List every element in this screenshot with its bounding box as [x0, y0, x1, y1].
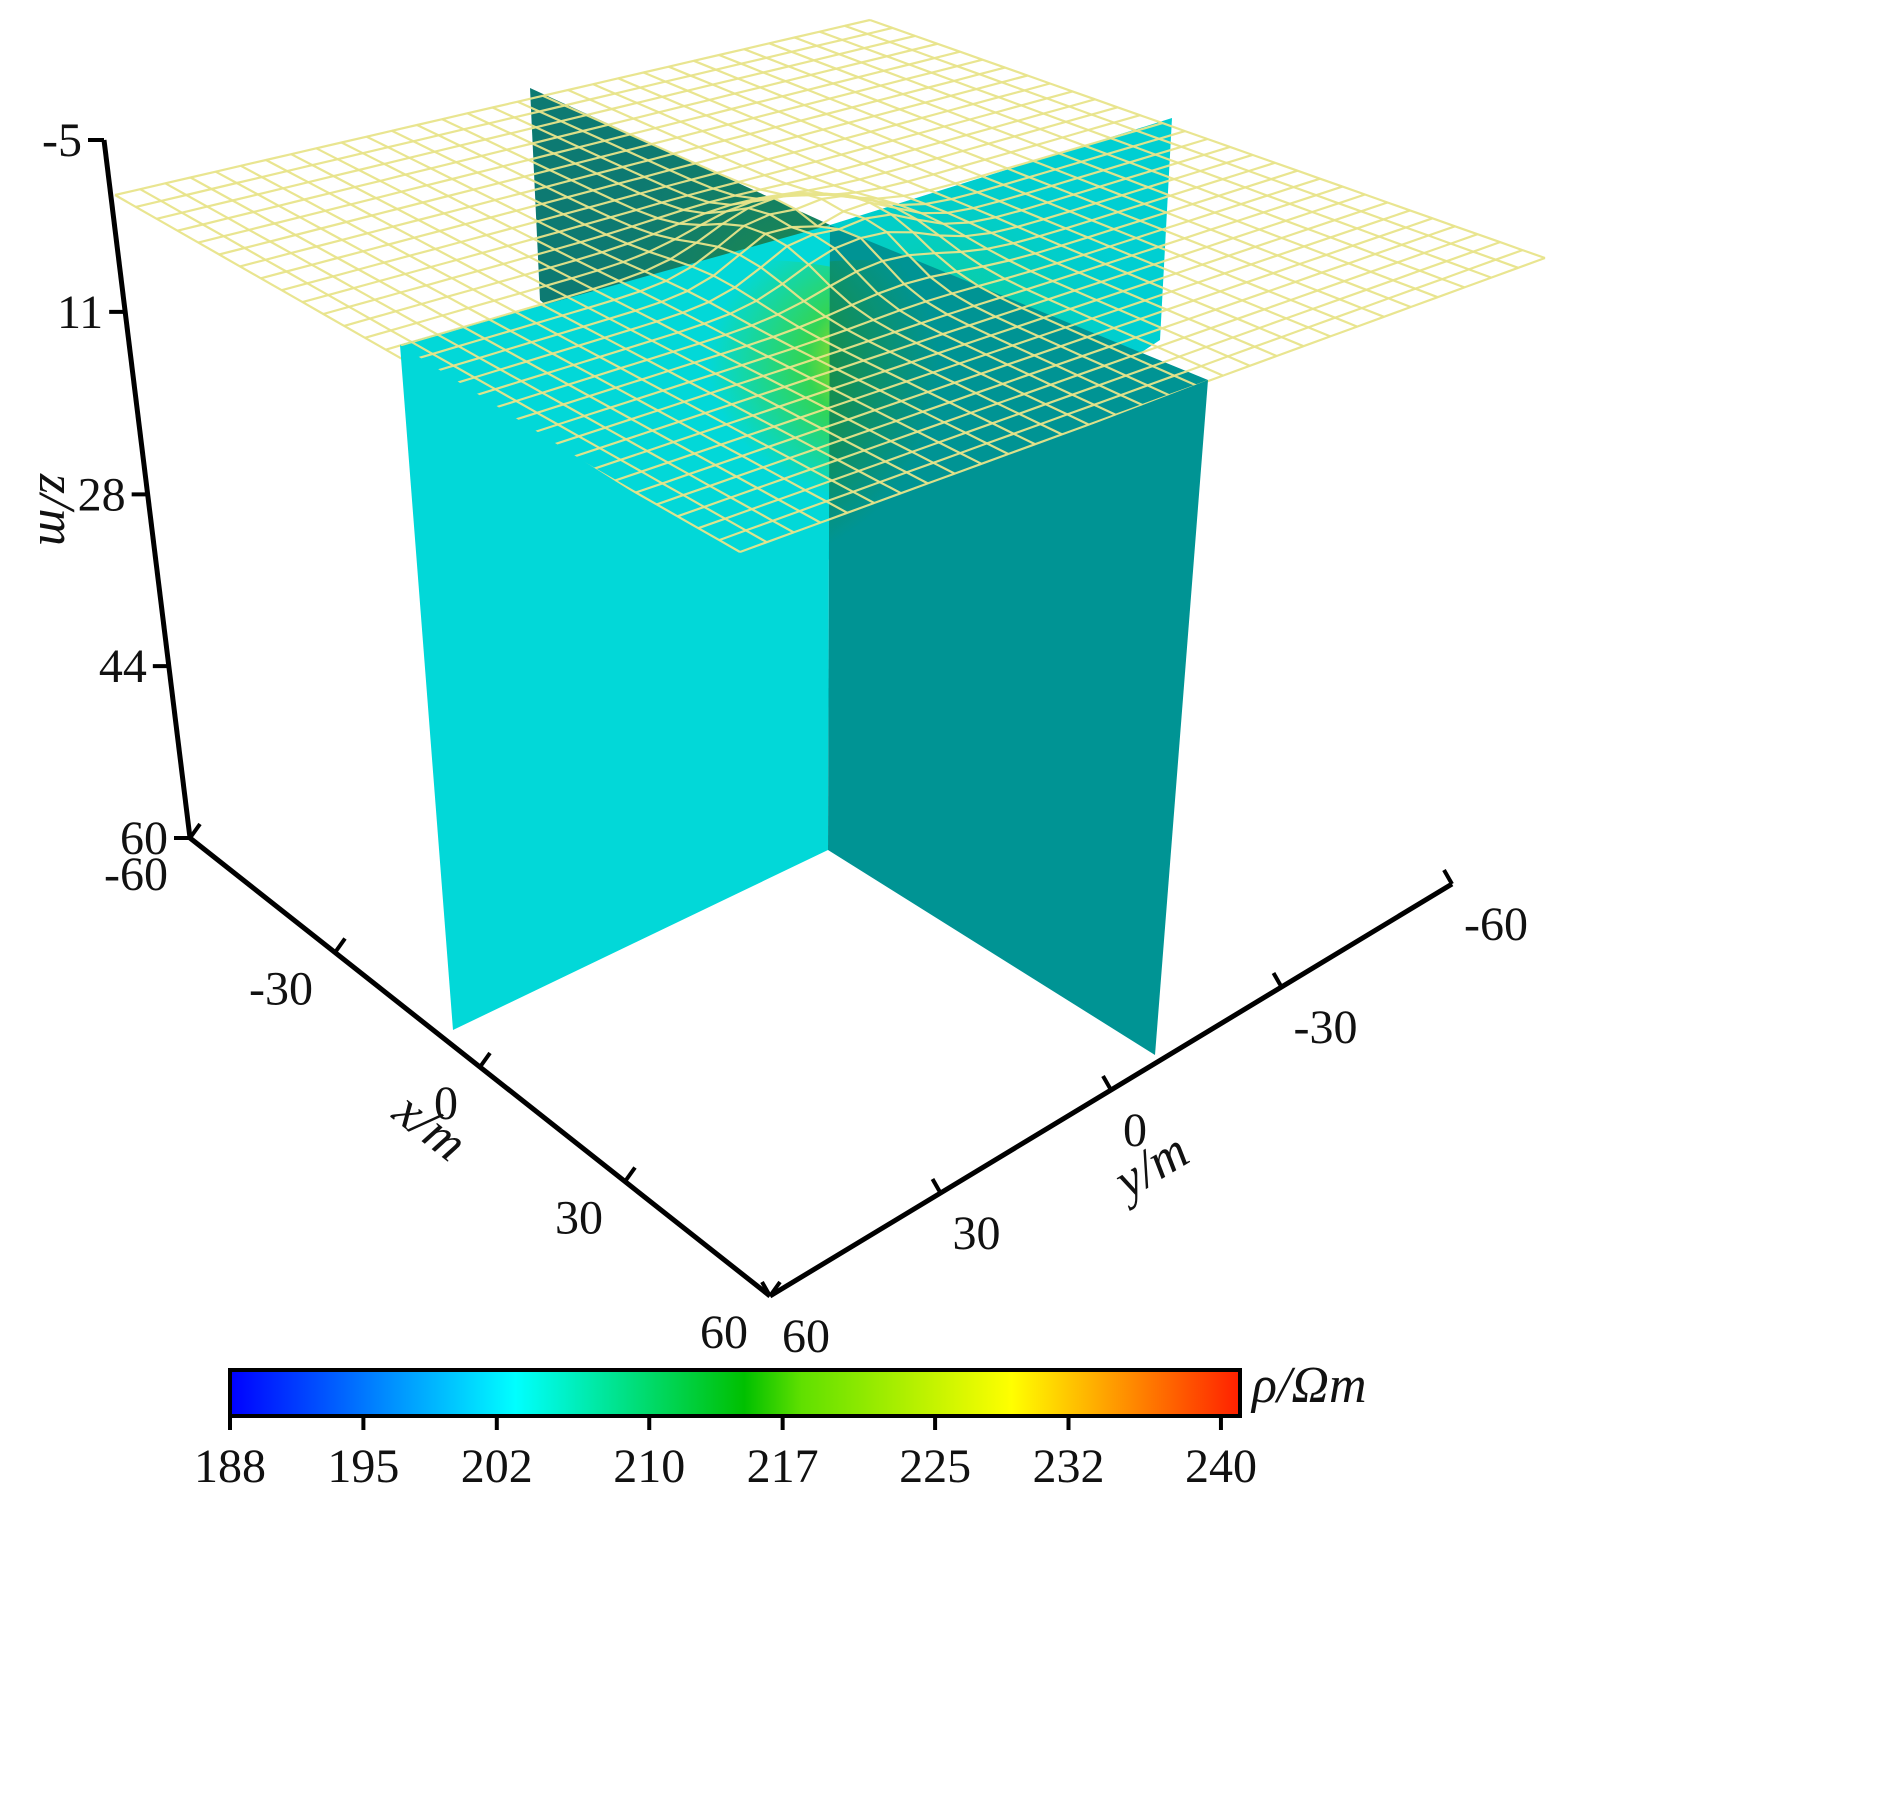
colorbar-tick-label: 210: [613, 1440, 685, 1493]
mesh-line: [468, 225, 1208, 399]
x-axis-title: x/m: [382, 1081, 477, 1173]
mesh-line: [677, 233, 1208, 518]
mesh-line: [552, 225, 1208, 446]
mesh-line: [635, 225, 1208, 494]
z-axis: -5 11 28 44 60 z/m: [28, 114, 193, 865]
mesh-line: [869, 18, 1546, 260]
mesh-line: [489, 225, 1208, 411]
mesh-line: [768, 42, 1439, 299]
y-tick-label: 30: [953, 1207, 1001, 1260]
colorbar-label: ρ/Ωm: [1250, 1357, 1367, 1414]
y-tick-label: 0: [1123, 1104, 1147, 1157]
colorbar: 188 195 202 210 217 225 232 240 ρ/Ωm: [194, 1357, 1367, 1493]
mesh-line: [406, 225, 1186, 363]
z-tick-label: -5: [42, 114, 82, 167]
colorbar-gradient: [228, 1368, 1242, 1418]
colorbar-tick-label: 188: [194, 1440, 266, 1493]
mesh-line: [739, 256, 1208, 554]
x-tick-label: 60: [700, 1306, 748, 1359]
y-tick: [1442, 869, 1454, 885]
y-tick: [760, 1281, 772, 1297]
x-tick-label: 30: [555, 1192, 603, 1245]
x-tick: [188, 822, 202, 840]
mesh-line: [697, 241, 1208, 530]
mesh-line: [593, 225, 1208, 470]
x-tick-label: 0: [434, 1077, 458, 1130]
z-tick-label: 44: [99, 640, 147, 693]
z-tick-label: 11: [57, 286, 103, 339]
front-slice-right: [828, 225, 1208, 1055]
y-tick-label: -30: [1294, 1001, 1358, 1054]
mesh-line: [656, 225, 1208, 506]
y-tick-label: 60: [782, 1310, 830, 1363]
colorbar-tick-label: 202: [461, 1440, 533, 1493]
colorbar-tick-label: 232: [1032, 1440, 1104, 1493]
x-tick: [333, 937, 347, 954]
x-tick-label: -60: [104, 848, 168, 901]
mesh-line: [531, 225, 1208, 435]
z-tick-label: 60: [120, 812, 168, 865]
y-tick: [1101, 1075, 1113, 1091]
y-tick-label: -60: [1464, 898, 1528, 951]
y-axis-title: y/m: [1100, 1122, 1198, 1212]
colorbar-tick-label: 225: [899, 1440, 971, 1493]
mesh-line: [447, 225, 1208, 387]
mesh-line: [614, 225, 1208, 482]
x-tick: [478, 1051, 492, 1069]
x-tick-label: -30: [249, 963, 313, 1016]
colorbar-tick-label: 195: [327, 1440, 399, 1493]
x-tick: [623, 1166, 637, 1183]
mesh-line: [819, 30, 1492, 279]
z-axis-title: z/m: [28, 473, 85, 546]
mesh-line: [844, 24, 1519, 269]
z-tick-label: 28: [78, 468, 126, 521]
mesh-line: [572, 225, 1208, 458]
colorbar-tick-label: 240: [1185, 1440, 1257, 1493]
mesh-line: [510, 225, 1208, 423]
y-tick: [1271, 972, 1284, 988]
mesh-line: [794, 36, 1465, 289]
y-tick: [930, 1178, 943, 1194]
colorbar-tick-label: 217: [747, 1440, 819, 1493]
mesh-line: [718, 249, 1208, 542]
